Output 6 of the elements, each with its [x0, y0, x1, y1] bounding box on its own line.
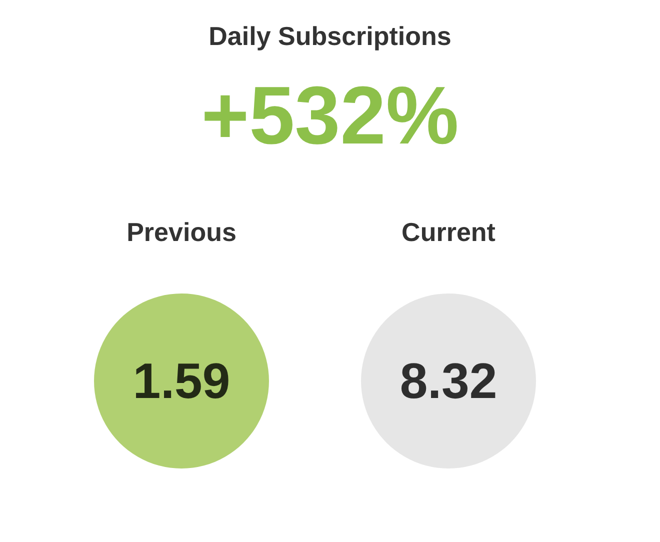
category-label: Current	[402, 217, 496, 247]
data-label: 1.59	[132, 353, 230, 409]
category-label: Previous	[126, 217, 236, 247]
text: +532%	[201, 70, 459, 162]
data-label: 8.32	[400, 353, 498, 409]
text: Daily Subscriptions	[208, 21, 452, 51]
